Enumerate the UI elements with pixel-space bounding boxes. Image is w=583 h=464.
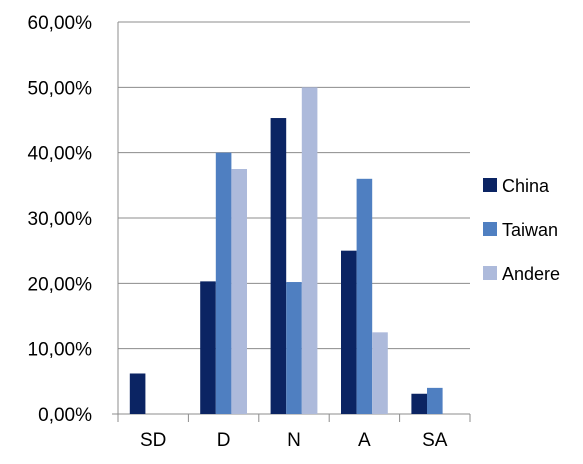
bar-taiwan-a <box>356 178 373 414</box>
bar-taiwan-n <box>286 282 302 414</box>
y-tick-label: 40,00% <box>28 144 93 165</box>
legend-label: China <box>502 176 550 196</box>
legend-label: Andere <box>502 264 560 284</box>
bar-china-d <box>200 281 216 414</box>
bar-andere-d <box>231 169 247 414</box>
bar-taiwan-d <box>215 152 232 415</box>
y-tick-label: 0,00% <box>38 405 92 426</box>
bar-andere-n <box>301 87 318 414</box>
bar-china-sd <box>129 373 146 414</box>
x-tick-label: SD <box>140 430 166 451</box>
legend-swatch <box>483 222 497 236</box>
x-tick-label: D <box>217 430 231 451</box>
bar-china-sa <box>411 393 427 414</box>
y-tick-label: 30,00% <box>28 209 93 230</box>
x-tick-label: SA <box>422 430 448 451</box>
y-tick-label: 10,00% <box>28 340 93 361</box>
bar-taiwan-sa <box>427 387 443 414</box>
bar-china-n <box>270 118 287 414</box>
y-tick-label: 20,00% <box>28 274 93 295</box>
x-tick-label: N <box>287 430 301 451</box>
y-tick-label: 50,00% <box>28 78 93 99</box>
legend-swatch <box>483 266 497 280</box>
legend-label: Taiwan <box>502 220 558 240</box>
bar-andere-a <box>372 332 388 414</box>
x-tick-label: A <box>358 430 371 451</box>
bar-china-a <box>341 250 357 414</box>
y-tick-label: 60,00% <box>28 13 93 34</box>
legend-swatch <box>483 178 497 192</box>
